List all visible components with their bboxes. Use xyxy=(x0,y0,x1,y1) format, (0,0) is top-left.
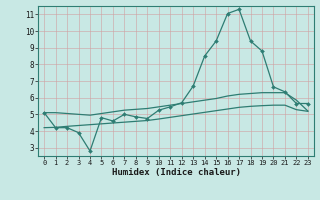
X-axis label: Humidex (Indice chaleur): Humidex (Indice chaleur) xyxy=(111,168,241,177)
